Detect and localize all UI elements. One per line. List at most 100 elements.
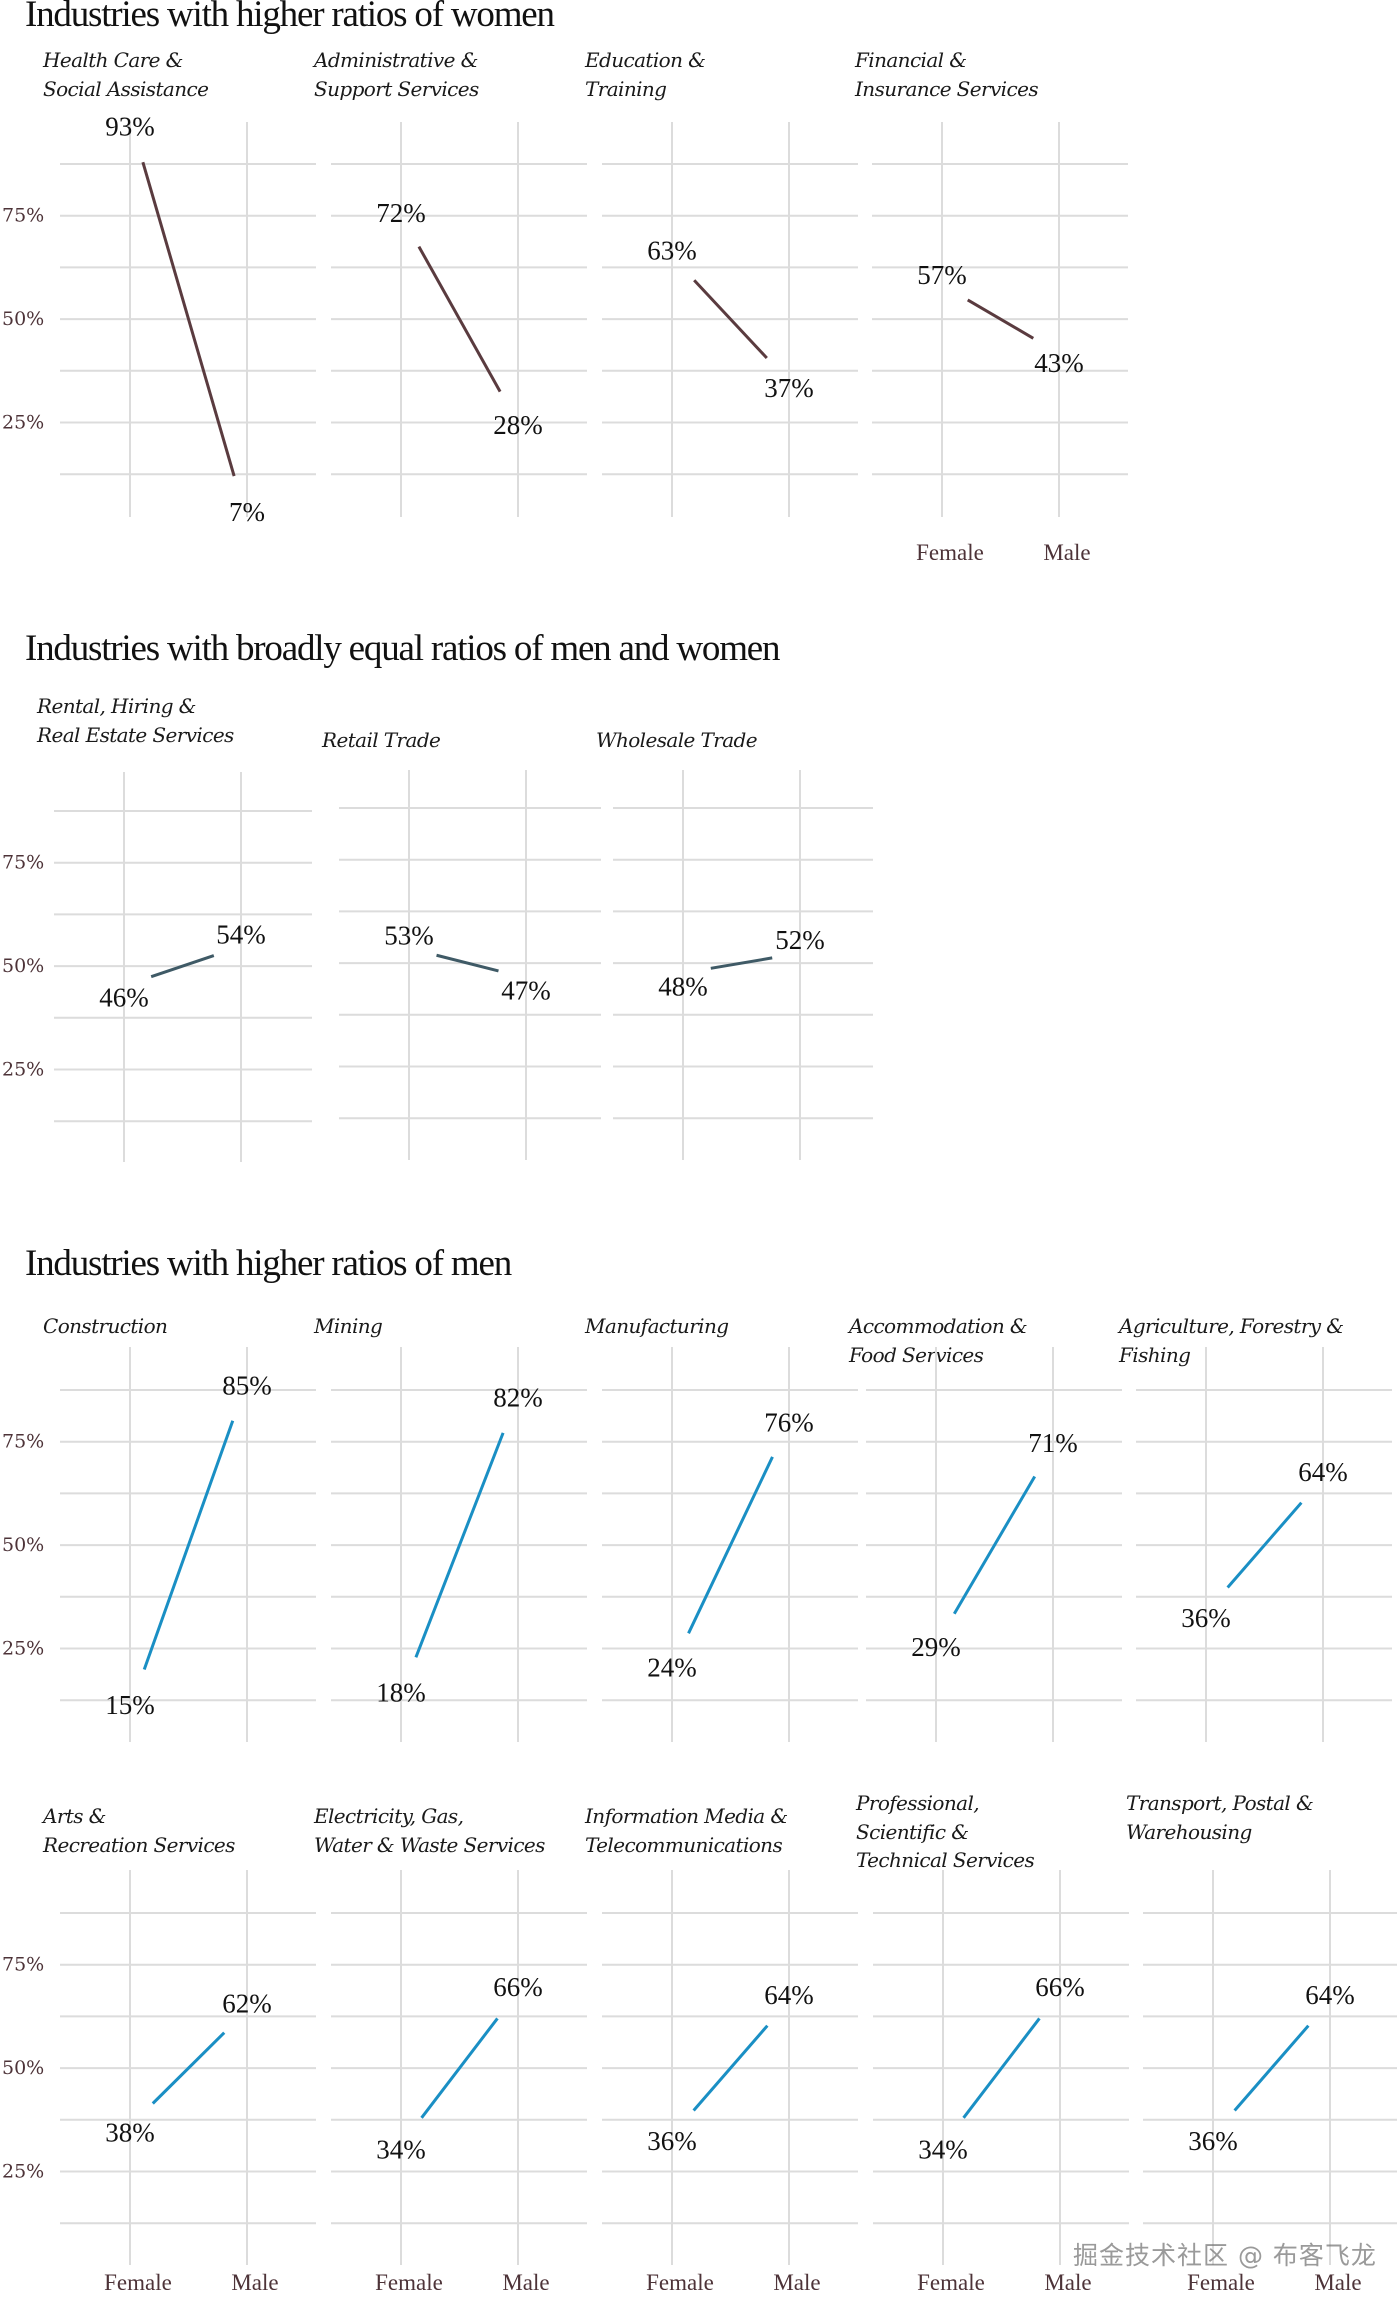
- value-label-male: 28%: [493, 410, 543, 440]
- value-label-female: 63%: [647, 235, 697, 265]
- slope-line: [151, 2031, 226, 2105]
- value-label-male: 64%: [764, 1980, 814, 2010]
- panel-title-line: Transport, Postal &: [1126, 1791, 1314, 1815]
- panel-title: Education & Training: [585, 46, 706, 103]
- y-tick-label: 75%: [2, 1431, 44, 1453]
- panel-title-line: Real Estate Services: [37, 722, 234, 747]
- panel-title-line: Insurance Services: [855, 76, 1039, 101]
- value-label-male: 71%: [1028, 1428, 1078, 1458]
- panel: 24% 76%: [602, 1347, 858, 1742]
- panel-title: Retail Trade: [322, 726, 441, 755]
- slope-line: [962, 2017, 1041, 2119]
- y-tick-label: 75%: [2, 1954, 44, 1976]
- value-label-female: 72%: [376, 198, 426, 228]
- slope-line: [693, 279, 768, 360]
- slope-line: [710, 956, 773, 970]
- value-label-female: 53%: [384, 921, 434, 951]
- value-label-male: 43%: [1034, 348, 1084, 378]
- panel-title: Arts & Recreation Services: [43, 1802, 235, 1859]
- value-label-female: 18%: [376, 1677, 426, 1707]
- panel: 36% 64% Female Male: [602, 1870, 858, 2295]
- panel-title-line: Telecommunications: [585, 1832, 783, 1857]
- panel-title-line: Arts &: [43, 1804, 106, 1828]
- y-tick-label: 75%: [2, 852, 44, 874]
- panel: 48% 52%: [613, 770, 873, 1160]
- value-label-male: 62%: [222, 1988, 272, 2018]
- category-label-female: Female: [916, 540, 984, 565]
- section-title-equal: Industries with broadly equal ratios of …: [25, 628, 781, 669]
- y-tick-label: 75%: [2, 205, 44, 227]
- value-label-female: 38%: [105, 2118, 155, 2148]
- panel-title-line: Training: [585, 76, 667, 101]
- value-label-male: 64%: [1298, 1457, 1348, 1487]
- value-label-female: 93%: [105, 111, 155, 141]
- value-label-female: 34%: [376, 2134, 426, 2164]
- category-label-male: Male: [773, 2270, 820, 2295]
- panel-title: Electricity, Gas, Water & Waste Services: [314, 1802, 545, 1859]
- panel-title-line: Fishing: [1119, 1342, 1191, 1367]
- panel: 46% 54% 75% 50% 25%: [2, 772, 312, 1162]
- panel-title-line: Administrative &: [314, 48, 478, 72]
- panel-title-line: Financial &: [855, 48, 967, 72]
- slope-line: [417, 245, 502, 393]
- panel-title-line: Water & Waste Services: [314, 1832, 545, 1857]
- value-label-male: 37%: [764, 373, 814, 403]
- value-label-male: 76%: [764, 1408, 814, 1438]
- panel-title-line: Professional,: [856, 1791, 980, 1815]
- panel-title-line: Warehousing: [1126, 1819, 1252, 1844]
- value-label-male: 7%: [229, 497, 265, 527]
- value-label-male: 66%: [1035, 1972, 1085, 2002]
- value-label-male: 52%: [775, 925, 825, 955]
- value-label-female: 48%: [658, 971, 708, 1001]
- slope-line: [150, 954, 215, 979]
- value-label-male: 54%: [216, 920, 266, 950]
- value-label-male: 64%: [1305, 1980, 1355, 2010]
- category-label-female: Female: [917, 2270, 985, 2295]
- y-tick-label: 50%: [2, 1534, 44, 1556]
- panel-title-line: Health Care &: [43, 48, 183, 72]
- panel: 57% 43% Female Male: [872, 122, 1128, 565]
- panel: 15% 85% 75% 50% 25%: [2, 1347, 316, 1742]
- category-label-male: Male: [231, 2270, 278, 2295]
- panel-title: Information Media & Telecommunications: [585, 1802, 788, 1859]
- category-label-female: Female: [375, 2270, 443, 2295]
- slope-line: [420, 2017, 499, 2119]
- panel-title-line: Education &: [585, 48, 706, 72]
- category-label-male: Male: [1044, 2270, 1091, 2295]
- slope-line: [1233, 2024, 1310, 2112]
- panel-title-line: Recreation Services: [43, 1832, 235, 1857]
- category-label-male: Male: [502, 2270, 549, 2295]
- panel-title: Construction: [43, 1312, 168, 1341]
- panel-title-line: Support Services: [314, 76, 479, 101]
- category-label-female: Female: [104, 2270, 172, 2295]
- category-label-male: Male: [1043, 540, 1090, 565]
- panel-title-line: Social Assistance: [43, 76, 209, 101]
- slope-line: [966, 298, 1035, 340]
- slope-line: [692, 2024, 769, 2112]
- value-label-female: 34%: [918, 2134, 968, 2164]
- panel: 18% 82%: [331, 1347, 587, 1742]
- value-label-female: 29%: [911, 1632, 961, 1662]
- panel-title: Wholesale Trade: [596, 726, 758, 755]
- panel: 36% 64%: [1136, 1347, 1392, 1742]
- value-label-male: 47%: [501, 976, 551, 1006]
- panel: 63% 37%: [602, 122, 858, 517]
- panel-title: Financial & Insurance Services: [855, 46, 1039, 103]
- panel: 29% 71%: [866, 1347, 1122, 1742]
- panel-title: Mining: [314, 1312, 383, 1341]
- panel-title-line: Construction: [43, 1314, 168, 1338]
- y-tick-label: 50%: [2, 2057, 44, 2079]
- slope-line: [1226, 1501, 1303, 1589]
- y-tick-label: 25%: [2, 412, 44, 434]
- panel-title-line: Scientific &: [856, 1819, 969, 1844]
- y-tick-label: 25%: [2, 1059, 44, 1081]
- panel-title-line: Manufacturing: [585, 1314, 729, 1338]
- panel-title-line: Mining: [314, 1314, 383, 1338]
- slope-line: [414, 1432, 505, 1658]
- panel-title: Professional, Scientific & Technical Servi…: [856, 1789, 1035, 1875]
- y-tick-label: 50%: [2, 308, 44, 330]
- panel-title-line: Technical Services: [856, 1848, 1035, 1872]
- value-label-female: 36%: [1181, 1603, 1231, 1633]
- panel: 34% 66% Female Male: [331, 1870, 587, 2295]
